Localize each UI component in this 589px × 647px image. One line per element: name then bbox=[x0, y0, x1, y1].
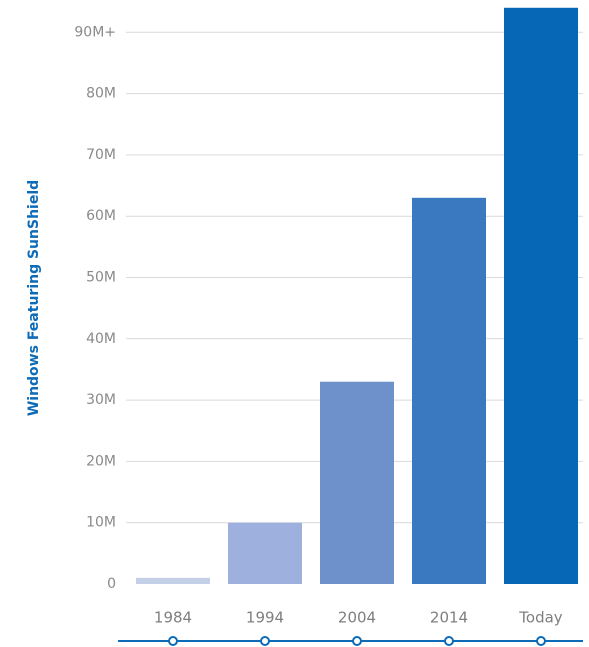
timeline-marker bbox=[352, 636, 362, 646]
bar-2014 bbox=[412, 197, 486, 584]
y-tick-label: 20M bbox=[86, 453, 116, 469]
x-category-label: 1994 bbox=[246, 609, 284, 627]
bars bbox=[136, 7, 578, 584]
timeline-marker bbox=[168, 636, 178, 646]
bar-1984 bbox=[136, 577, 210, 584]
y-tick-label: 70M bbox=[86, 147, 116, 163]
timeline-marker bbox=[260, 636, 270, 646]
timeline-marker bbox=[536, 636, 546, 646]
x-axis-categories: 1984 1994 2004 2014 Today bbox=[154, 609, 563, 627]
y-tick-label: 80M bbox=[86, 86, 116, 102]
y-tick-label: 0 bbox=[107, 576, 116, 592]
y-tick-label: 10M bbox=[86, 515, 116, 531]
y-tick-label: 60M bbox=[86, 208, 116, 224]
gridlines bbox=[126, 31, 583, 524]
y-tick-label: 50M bbox=[86, 270, 116, 286]
x-category-label: 2014 bbox=[430, 609, 468, 627]
y-tick-label: 40M bbox=[86, 331, 116, 347]
timeline-marker bbox=[444, 636, 454, 646]
y-tick-label: 90M+ bbox=[74, 24, 116, 40]
timeline-axis bbox=[118, 636, 583, 646]
y-tick-label: 30M bbox=[86, 392, 116, 408]
y-axis-title: Windows Featuring SunShield bbox=[26, 180, 42, 416]
bar-1994 bbox=[228, 522, 302, 584]
x-category-label: 1984 bbox=[154, 609, 192, 627]
x-category-label: Today bbox=[518, 609, 563, 627]
x-category-label: 2004 bbox=[338, 609, 376, 627]
y-axis-ticks: 0 10M 20M 30M 40M 50M 60M 70M 80M 90M+ bbox=[74, 24, 116, 592]
bar-today bbox=[504, 7, 578, 584]
bar-2004 bbox=[320, 381, 394, 584]
